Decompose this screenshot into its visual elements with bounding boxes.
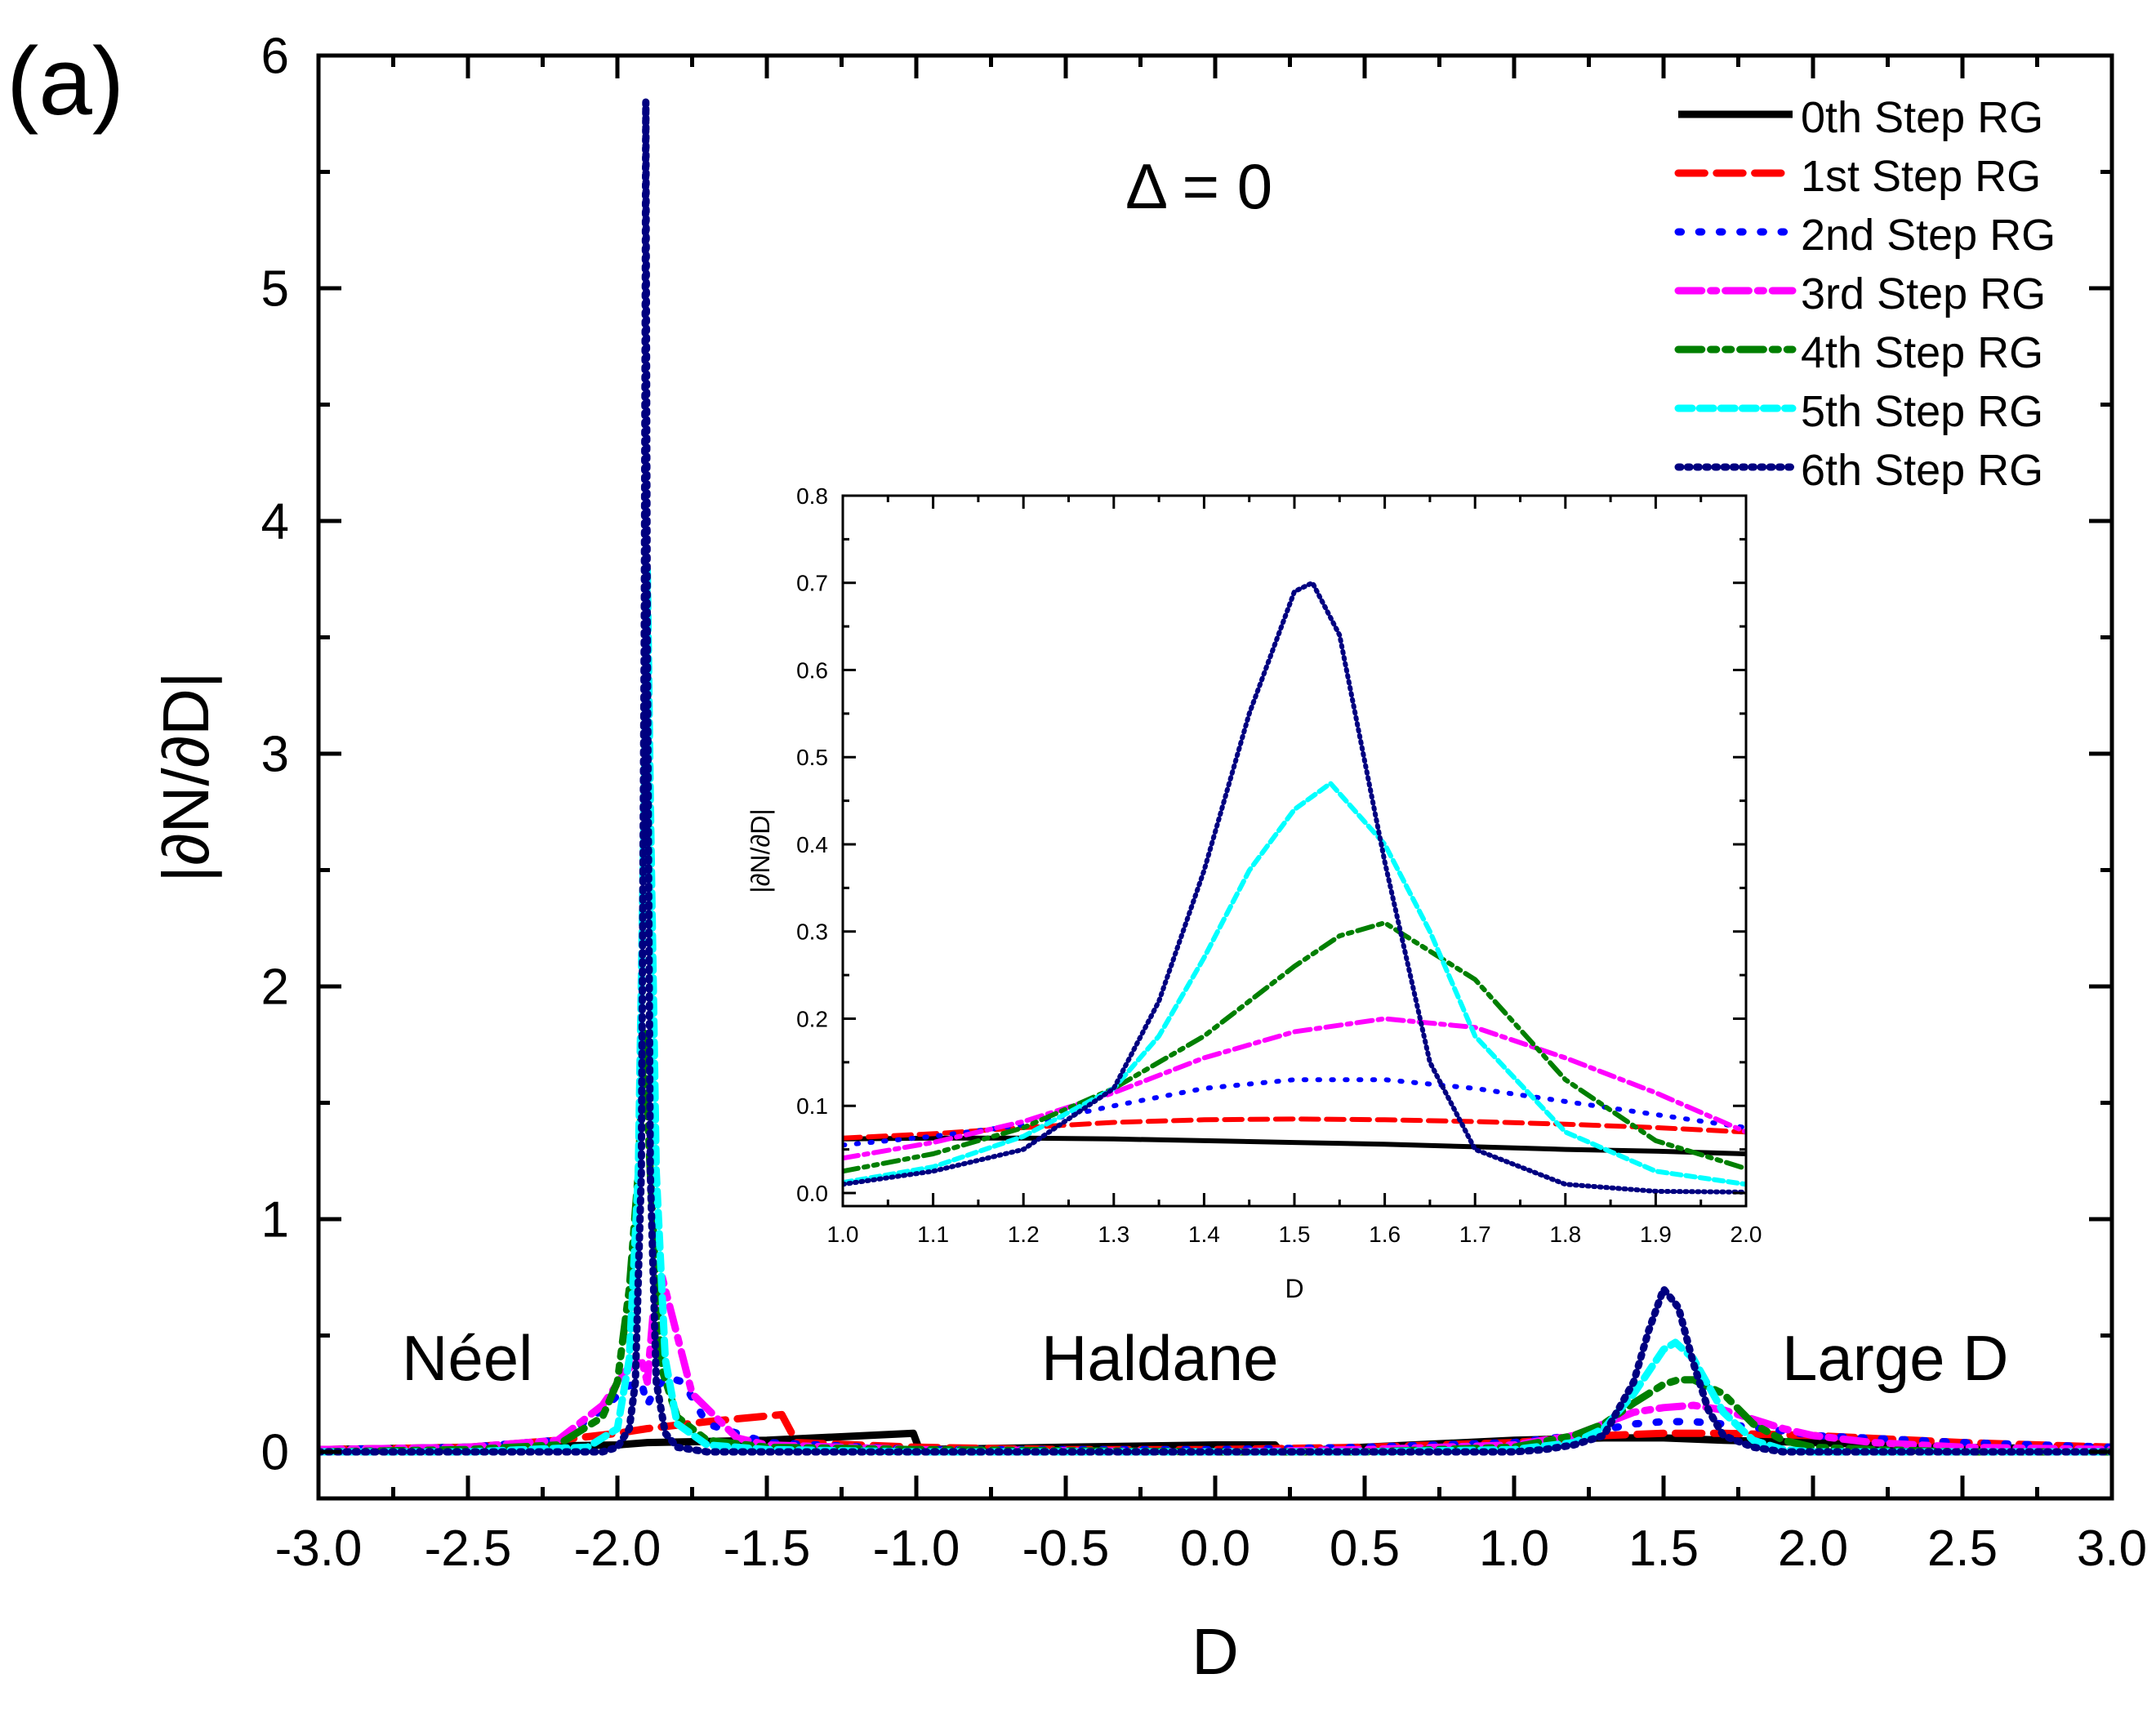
legend-label-6: 6th Step RG xyxy=(1801,446,2043,495)
main-y-tick-label: 6 xyxy=(261,29,289,85)
inset-x-tick-label: 1.5 xyxy=(1279,1222,1311,1247)
inset-series-line-4 xyxy=(843,920,1746,1174)
main-x-axis-title: D xyxy=(1192,1615,1239,1688)
main-y-axis-title: |∂N/∂D| xyxy=(149,671,222,882)
main-x-tick-label: 2.5 xyxy=(1927,1520,1998,1577)
inset-y-tick-label: 0.8 xyxy=(796,483,828,509)
inset-series-line-3 xyxy=(843,1016,1746,1161)
main-x-tick-label: 0.0 xyxy=(1180,1520,1250,1577)
legend-label-1: 1st Step RG xyxy=(1801,152,2041,201)
inset-x-tick-label: 1.6 xyxy=(1369,1222,1401,1247)
inset-y-tick-label: 0.4 xyxy=(796,832,828,857)
main-y-tick-label: 5 xyxy=(261,261,289,318)
main-series-line-0 xyxy=(318,1429,2112,1456)
inset-y-tick-label: 0.3 xyxy=(796,919,828,945)
main-x-tick-label: -0.5 xyxy=(1022,1520,1110,1577)
inset-x-tick-label: 1.8 xyxy=(1549,1222,1581,1247)
main-x-tick-label: -1.0 xyxy=(873,1520,960,1577)
panel-label: (a) xyxy=(7,28,124,136)
inset-y-axis-title: |∂N/∂D| xyxy=(746,808,775,893)
inset-y-tick-label: 0.2 xyxy=(796,1006,828,1031)
phase-label-large-d: Large D xyxy=(1782,1322,2009,1394)
legend-label-3: 3rd Step RG xyxy=(1801,269,2046,318)
main-y-tick-label: 4 xyxy=(261,494,289,550)
inset-series-line-2 xyxy=(843,1077,1746,1148)
inset-x-axis-title: D xyxy=(1285,1274,1303,1303)
main-x-tick-label: 1.0 xyxy=(1479,1520,1549,1577)
main-x-tick-label: -3.0 xyxy=(275,1520,363,1577)
main-y-tick-label: 2 xyxy=(261,959,289,1016)
legend-label-0: 0th Step RG xyxy=(1801,93,2043,142)
main-y-tick-label: 0 xyxy=(261,1425,289,1481)
main-x-tick-label: 1.5 xyxy=(1628,1520,1699,1577)
inset-x-tick-label: 1.4 xyxy=(1188,1222,1220,1247)
main-y-tick-label: 1 xyxy=(261,1192,289,1249)
inset-plot: 1.0 1.1 1.2 1.3 1.4 1.5 1.6 1.7 1.8 1.9 2.0 0.0 0.1 0… xyxy=(746,483,1762,1303)
legend: 0th Step RG 1st Step RG 2nd Step RG 3rd Ste… xyxy=(1674,93,2056,495)
inset-x-tick-label: 1.7 xyxy=(1459,1222,1491,1247)
legend-label-5: 5th Step RG xyxy=(1801,387,2043,436)
phase-label-haldane: Haldane xyxy=(1041,1322,1279,1394)
inset-x-tick-label: 1.1 xyxy=(917,1222,949,1247)
inset-series-line-5 xyxy=(843,781,1746,1187)
inset-y-tick-label: 0.5 xyxy=(796,745,828,770)
inset-plot-area xyxy=(843,496,1746,1206)
main-x-tick-label: 2.0 xyxy=(1778,1520,1848,1577)
main-x-tick-label: -1.5 xyxy=(724,1520,811,1577)
main-y-tick-label: 3 xyxy=(261,727,289,783)
legend-label-4: 4th Step RG xyxy=(1801,328,2043,377)
inset-y-tick-label: 0.6 xyxy=(796,657,828,683)
inset-y-tick-label: 0.0 xyxy=(796,1181,828,1206)
inset-x-tick-label: 1.3 xyxy=(1098,1222,1129,1247)
legend-label-2: 2nd Step RG xyxy=(1801,211,2056,260)
main-x-tick-label: -2.5 xyxy=(425,1520,512,1577)
main-series-group xyxy=(318,98,2112,1456)
inset-series-line-6 xyxy=(843,580,1746,1195)
main-series-line-6 xyxy=(318,98,2112,1456)
main-x-tick-label: -2.0 xyxy=(574,1520,662,1577)
delta-annotation: Δ = 0 xyxy=(1125,150,1272,222)
phase-label-neel: Néel xyxy=(402,1322,532,1394)
inset-y-tick-label: 0.7 xyxy=(796,571,828,596)
inset-series-group xyxy=(843,580,1746,1195)
main-x-tick-label: 3.0 xyxy=(2077,1520,2147,1577)
inset-x-tick-label: 1.0 xyxy=(827,1222,859,1247)
inset-x-tick-label: 2.0 xyxy=(1731,1222,1762,1247)
main-x-tick-label: 0.5 xyxy=(1330,1520,1400,1577)
inset-x-tick-label: 1.9 xyxy=(1640,1222,1672,1247)
inset-y-tick-label: 0.1 xyxy=(796,1093,828,1119)
inset-x-tick-label: 1.2 xyxy=(1008,1222,1040,1247)
